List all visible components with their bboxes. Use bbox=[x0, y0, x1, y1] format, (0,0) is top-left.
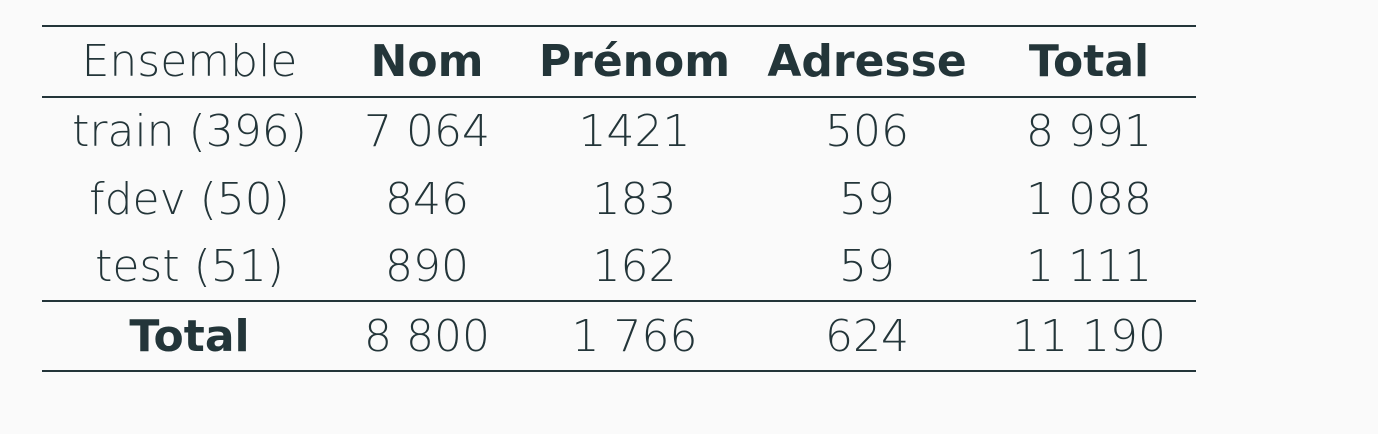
header-ensemble: Ensemble bbox=[81, 36, 298, 87]
cell-total: 8 991 bbox=[1026, 106, 1152, 157]
stats-table: Ensemble Nom Prénom Adresse Total train … bbox=[42, 25, 1196, 372]
header-row: Ensemble Nom Prénom Adresse Total bbox=[42, 26, 1196, 97]
table-row: train (396) 7 064 1421 506 8 991 bbox=[42, 97, 1196, 165]
table-row: test (51) 890 162 59 1 111 bbox=[42, 233, 1196, 301]
cell-prenom: 183 bbox=[592, 173, 677, 225]
cell-adresse: 59 bbox=[839, 173, 895, 225]
cell-total: 1 088 bbox=[1026, 173, 1152, 225]
total-total: 11 190 bbox=[1012, 310, 1166, 362]
total-adresse: 624 bbox=[825, 310, 909, 362]
cell-nom: 890 bbox=[385, 241, 469, 292]
cell-ensemble: train (396) bbox=[72, 106, 307, 157]
cell-adresse: 59 bbox=[839, 241, 895, 292]
total-prenom: 1 766 bbox=[571, 310, 698, 362]
cell-prenom: 1421 bbox=[578, 106, 691, 157]
cell-total: 1 111 bbox=[1026, 241, 1152, 292]
header-total: Total bbox=[1028, 36, 1150, 87]
cell-adresse: 506 bbox=[825, 106, 909, 157]
header-adresse: Adresse bbox=[767, 36, 967, 87]
cell-ensemble: fdev (50) bbox=[89, 173, 290, 225]
cell-nom: 7 064 bbox=[364, 106, 490, 157]
header-nom: Nom bbox=[370, 36, 484, 87]
total-nom: 8 800 bbox=[364, 310, 490, 362]
cell-ensemble: test (51) bbox=[95, 241, 284, 292]
header-prenom: Prénom bbox=[538, 36, 731, 87]
total-label: Total bbox=[129, 310, 250, 362]
cell-prenom: 162 bbox=[592, 241, 677, 292]
cell-nom: 846 bbox=[385, 173, 469, 225]
table-row: fdev (50) 846 183 59 1 088 bbox=[42, 165, 1196, 233]
total-row: Total 8 800 1 766 624 11 190 bbox=[42, 301, 1196, 371]
